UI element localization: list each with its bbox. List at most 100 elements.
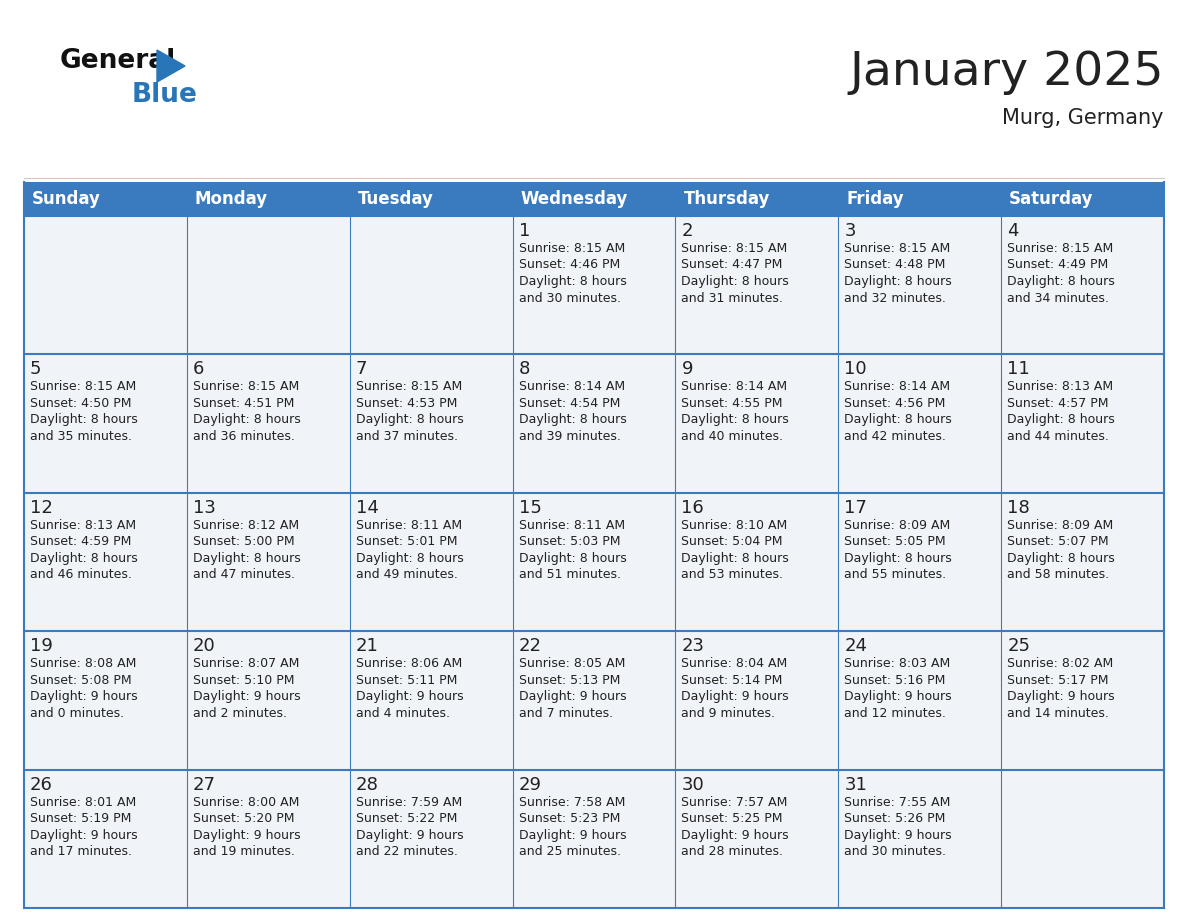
Text: Sunrise: 7:59 AM: Sunrise: 7:59 AM [355,796,462,809]
Text: Daylight: 9 hours: Daylight: 9 hours [30,829,138,842]
Text: and 32 minutes.: and 32 minutes. [845,292,946,305]
Text: Daylight: 9 hours: Daylight: 9 hours [355,829,463,842]
Bar [187,182,349,216]
Text: 26: 26 [30,776,53,793]
Text: Daylight: 9 hours: Daylight: 9 hours [519,690,626,703]
Text: Sunrise: 8:11 AM: Sunrise: 8:11 AM [355,519,462,532]
Text: Daylight: 8 hours: Daylight: 8 hours [519,413,626,426]
Text: 9: 9 [682,361,693,378]
Text: Sunset: 4:56 PM: Sunset: 4:56 PM [845,397,946,410]
Text: and 42 minutes.: and 42 minutes. [845,430,946,442]
Text: and 9 minutes.: and 9 minutes. [682,707,776,720]
Text: Sunrise: 8:04 AM: Sunrise: 8:04 AM [682,657,788,670]
Bar [676,354,839,493]
Text: Daylight: 9 hours: Daylight: 9 hours [192,690,301,703]
Text: 28: 28 [355,776,379,793]
Text: 22: 22 [519,637,542,655]
Text: Sunrise: 8:15 AM: Sunrise: 8:15 AM [192,380,299,394]
Text: Tuesday: Tuesday [358,190,434,208]
Text: Sunrise: 8:08 AM: Sunrise: 8:08 AM [30,657,137,670]
Text: Sunset: 5:01 PM: Sunset: 5:01 PM [355,535,457,548]
Text: Daylight: 8 hours: Daylight: 8 hours [682,275,789,288]
Text: Daylight: 8 hours: Daylight: 8 hours [682,552,789,565]
Text: 31: 31 [845,776,867,793]
Bar [839,632,1001,769]
Text: Sunset: 5:26 PM: Sunset: 5:26 PM [845,812,946,825]
Text: and 4 minutes.: and 4 minutes. [355,707,450,720]
Text: Saturday: Saturday [1009,190,1094,208]
Text: General: General [61,48,176,74]
Bar [512,216,676,354]
Bar [349,216,512,354]
Text: and 49 minutes.: and 49 minutes. [355,568,457,581]
Text: and 0 minutes.: and 0 minutes. [30,707,124,720]
Text: Sunset: 5:11 PM: Sunset: 5:11 PM [355,674,457,687]
Text: and 44 minutes.: and 44 minutes. [1007,430,1110,442]
Text: Daylight: 8 hours: Daylight: 8 hours [1007,552,1114,565]
Bar [24,769,187,908]
Text: Sunset: 5:07 PM: Sunset: 5:07 PM [1007,535,1108,548]
Text: Sunrise: 8:15 AM: Sunrise: 8:15 AM [355,380,462,394]
Text: and 31 minutes.: and 31 minutes. [682,292,783,305]
Text: Friday: Friday [846,190,904,208]
Text: Sunset: 4:59 PM: Sunset: 4:59 PM [30,535,132,548]
Text: Monday: Monday [195,190,268,208]
Bar [349,354,512,493]
Polygon shape [157,50,185,82]
Bar [187,354,349,493]
Text: and 14 minutes.: and 14 minutes. [1007,707,1110,720]
Text: Sunset: 5:04 PM: Sunset: 5:04 PM [682,535,783,548]
Text: 4: 4 [1007,222,1018,240]
Bar [839,769,1001,908]
Text: and 19 minutes.: and 19 minutes. [192,845,295,858]
Text: Daylight: 8 hours: Daylight: 8 hours [192,552,301,565]
Text: and 36 minutes.: and 36 minutes. [192,430,295,442]
Bar [24,632,187,769]
Text: Sunrise: 8:10 AM: Sunrise: 8:10 AM [682,519,788,532]
Text: Sunset: 4:46 PM: Sunset: 4:46 PM [519,259,620,272]
Text: Sunrise: 8:13 AM: Sunrise: 8:13 AM [30,519,137,532]
Text: Daylight: 9 hours: Daylight: 9 hours [682,690,789,703]
Text: Sunrise: 8:15 AM: Sunrise: 8:15 AM [845,242,950,255]
Bar [839,182,1001,216]
Text: Sunset: 4:53 PM: Sunset: 4:53 PM [355,397,457,410]
Text: Sunset: 4:47 PM: Sunset: 4:47 PM [682,259,783,272]
Text: and 53 minutes.: and 53 minutes. [682,568,783,581]
Bar [839,354,1001,493]
Text: Sunrise: 8:13 AM: Sunrise: 8:13 AM [1007,380,1113,394]
Bar [1001,354,1164,493]
Text: 29: 29 [519,776,542,793]
Bar [187,632,349,769]
Text: 27: 27 [192,776,216,793]
Text: Sunrise: 8:02 AM: Sunrise: 8:02 AM [1007,657,1113,670]
Text: Daylight: 8 hours: Daylight: 8 hours [682,413,789,426]
Text: Daylight: 9 hours: Daylight: 9 hours [30,690,138,703]
Text: Daylight: 9 hours: Daylight: 9 hours [355,690,463,703]
Text: 13: 13 [192,498,216,517]
Text: Sunset: 4:57 PM: Sunset: 4:57 PM [1007,397,1108,410]
Text: Daylight: 8 hours: Daylight: 8 hours [519,275,626,288]
Text: and 2 minutes.: and 2 minutes. [192,707,286,720]
Text: Sunset: 5:03 PM: Sunset: 5:03 PM [519,535,620,548]
Text: Sunset: 5:00 PM: Sunset: 5:00 PM [192,535,295,548]
Text: 25: 25 [1007,637,1030,655]
Text: 16: 16 [682,498,704,517]
Text: Sunset: 5:13 PM: Sunset: 5:13 PM [519,674,620,687]
Bar [24,493,187,632]
Bar [24,354,187,493]
Text: Daylight: 8 hours: Daylight: 8 hours [355,552,463,565]
Bar [512,182,676,216]
Text: 10: 10 [845,361,867,378]
Text: Sunset: 5:17 PM: Sunset: 5:17 PM [1007,674,1108,687]
Text: Sunrise: 8:14 AM: Sunrise: 8:14 AM [519,380,625,394]
Bar [1001,493,1164,632]
Text: and 28 minutes.: and 28 minutes. [682,845,783,858]
Text: 15: 15 [519,498,542,517]
Text: Sunset: 4:49 PM: Sunset: 4:49 PM [1007,259,1108,272]
Text: 18: 18 [1007,498,1030,517]
Text: Sunrise: 8:07 AM: Sunrise: 8:07 AM [192,657,299,670]
Text: Sunrise: 8:00 AM: Sunrise: 8:00 AM [192,796,299,809]
Bar [187,769,349,908]
Text: and 39 minutes.: and 39 minutes. [519,430,620,442]
Text: Sunset: 5:14 PM: Sunset: 5:14 PM [682,674,783,687]
